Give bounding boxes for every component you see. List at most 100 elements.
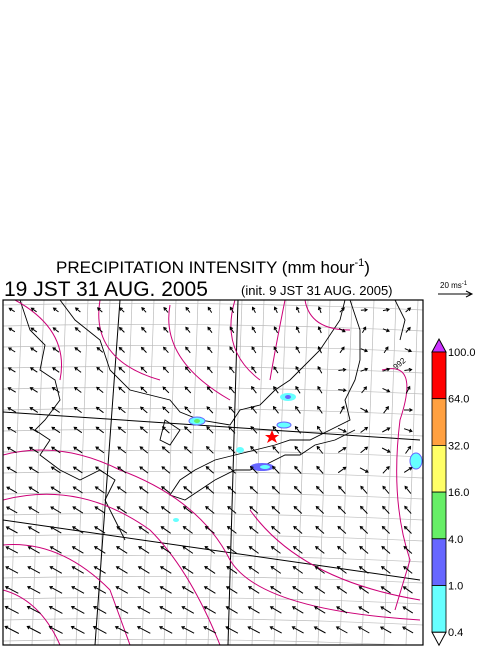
wind-arrow	[228, 446, 236, 454]
wind-arrow	[114, 626, 129, 634]
wind-arrow	[28, 486, 40, 494]
wind-arrow	[71, 566, 84, 574]
wind-arrow	[183, 466, 193, 474]
wind-arrow	[96, 366, 104, 373]
wind-arrow	[117, 426, 126, 434]
wind-arrow	[226, 566, 238, 574]
wind-vectors	[4, 306, 414, 634]
wind-arrow	[93, 586, 107, 594]
colorbar-label: 4.0	[448, 534, 463, 546]
wind-arrow	[295, 365, 301, 374]
location-star	[265, 430, 279, 443]
wind-arrow	[225, 606, 238, 614]
title: PRECIPITATION INTENSITY (mm hour-1)	[56, 257, 370, 277]
wind-arrow	[117, 446, 127, 454]
wind-arrow	[270, 546, 281, 554]
wind-arrow	[206, 386, 213, 394]
wind-arrow	[50, 486, 61, 494]
wind-arrow	[360, 407, 369, 413]
wind-arrow	[335, 626, 348, 634]
wind-arrow	[228, 425, 236, 434]
wind-arrow	[337, 545, 347, 554]
wind-arrow	[272, 445, 280, 454]
wind-arrow	[137, 566, 150, 574]
wind-arrow	[294, 425, 301, 434]
colorbar-segment	[431, 351, 447, 400]
wind-arrow	[139, 426, 148, 434]
wind-arrow	[184, 406, 192, 414]
wind-arrow	[358, 606, 370, 614]
wind-arrow	[26, 605, 41, 614]
wind-arrow	[295, 326, 300, 334]
wind-arrow	[292, 566, 303, 574]
parallel	[3, 365, 423, 374]
wind-arrow	[181, 586, 194, 594]
wind-arrow	[229, 346, 235, 354]
wind-arrow	[71, 586, 85, 594]
colorbar-label: 64.0	[448, 394, 469, 406]
wind-arrow	[48, 625, 63, 634]
wind-arrow	[138, 526, 150, 534]
wind-arrow	[203, 626, 217, 634]
wind-arrow	[337, 525, 347, 534]
map: 992	[3, 300, 423, 645]
wind-arrow	[5, 566, 19, 574]
title-sup: -1	[355, 257, 365, 269]
colorbar-under	[431, 631, 447, 647]
wind-arrow	[115, 606, 129, 614]
wind-arrow	[382, 505, 390, 514]
wind-arrow	[404, 505, 412, 514]
wind-arrow	[228, 406, 236, 414]
colorbar: 100.0 64.0 32.0 16.0 4.0 1.0 0.4	[431, 337, 476, 647]
wind-arrow	[49, 566, 63, 574]
wind-arrow	[72, 486, 83, 494]
meridian	[295, 300, 309, 645]
wind-arrow	[118, 326, 125, 333]
wind-arrow	[291, 606, 304, 614]
wind-arrow	[402, 606, 414, 614]
wind-arrow	[27, 566, 41, 574]
wind-arrow	[339, 307, 345, 313]
wind-arrow	[71, 546, 84, 554]
wind-arrow	[182, 506, 193, 514]
wind-arrow	[360, 485, 368, 494]
wind-arrow	[29, 367, 38, 373]
wind-arrow	[185, 346, 191, 354]
wind-arrow	[226, 526, 237, 534]
parallel	[3, 554, 423, 563]
wind-arrow	[138, 486, 149, 494]
wind-arrow	[229, 306, 235, 313]
colorbar-segment	[431, 585, 447, 633]
colorbar-label: 1.0	[448, 581, 463, 593]
wind-arrow	[206, 366, 213, 374]
wind-arrow	[181, 606, 195, 614]
wind-arrow	[403, 565, 413, 574]
wind-arrow	[5, 526, 18, 534]
wind-arrow	[404, 367, 413, 372]
wind-arrow	[249, 485, 259, 494]
wind-arrow	[360, 446, 369, 454]
wind-arrow	[97, 307, 103, 313]
wind-arrow	[317, 346, 322, 354]
wind-arrow	[30, 347, 38, 353]
wind-arrow	[52, 347, 60, 353]
wind-arrow	[227, 505, 237, 514]
wind-arrow	[93, 546, 106, 554]
wind-arrow	[404, 408, 414, 412]
wind-arrow	[141, 306, 147, 313]
wind-arrow	[95, 426, 105, 434]
wind-arrow	[314, 545, 325, 554]
wind-arrow	[270, 586, 282, 594]
wind-arrow	[117, 406, 126, 414]
wind-arrow	[382, 328, 391, 333]
wind-arrow	[29, 387, 38, 393]
wind-arrow	[49, 526, 62, 534]
wind-arrow	[381, 545, 391, 554]
wind-arrow	[52, 327, 60, 333]
wind-arrow	[337, 466, 347, 474]
wind-arrow	[161, 426, 170, 434]
wind-arrow	[295, 346, 301, 354]
wind-arrow	[250, 425, 258, 434]
wind-arrow	[94, 526, 106, 534]
